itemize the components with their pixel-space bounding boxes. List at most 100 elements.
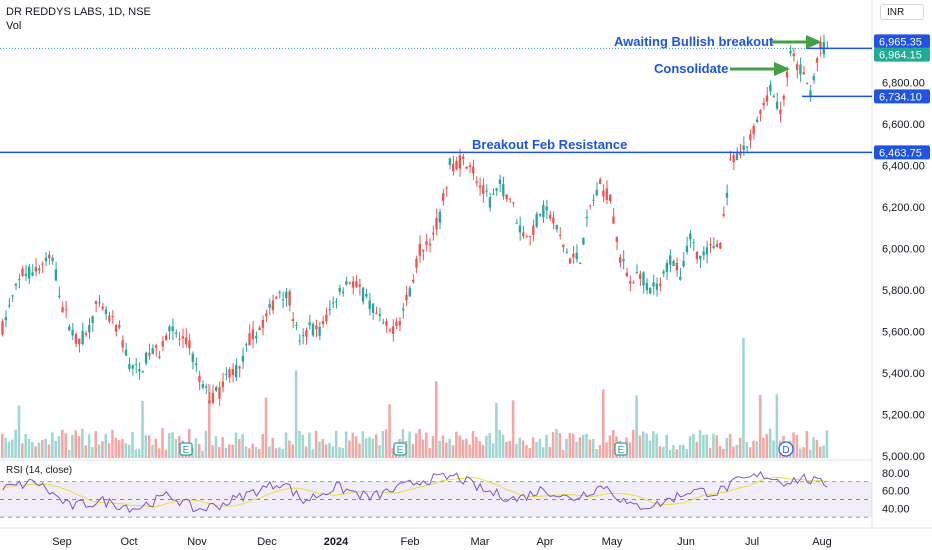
candle-body <box>649 287 652 294</box>
candle-body <box>732 155 735 163</box>
volume-bar <box>17 405 21 458</box>
volume-bar <box>455 431 458 458</box>
volume-bar <box>304 446 308 458</box>
candle-body <box>592 199 595 201</box>
candle-body <box>468 165 472 168</box>
volume-bar <box>745 442 749 458</box>
volume-bar <box>792 432 795 458</box>
price-tag <box>874 145 930 160</box>
candle-body <box>638 274 642 279</box>
volume-bar <box>475 436 478 458</box>
volume-bar <box>488 433 491 458</box>
volume-bar <box>208 384 211 458</box>
volume-bar <box>565 439 568 458</box>
candle-body <box>261 319 265 328</box>
candle-body <box>98 302 101 304</box>
candle-body <box>608 194 612 202</box>
volume-bar <box>134 449 138 458</box>
candle-body <box>802 72 805 75</box>
candle-body <box>442 193 445 201</box>
candle-body <box>525 236 528 238</box>
candle-body <box>131 365 134 369</box>
candle-body <box>435 218 438 230</box>
price-tag-label: 6,965.35 <box>879 36 922 48</box>
volume-bar <box>772 440 775 458</box>
candle-body <box>535 213 538 227</box>
volume-bar <box>448 438 451 458</box>
volume-bar <box>341 447 345 458</box>
rsi-axis-label: 40.00 <box>882 503 910 515</box>
volume-bar <box>755 441 759 458</box>
candle-body <box>575 252 578 260</box>
volume-bar <box>431 436 435 458</box>
candle-body <box>669 255 672 265</box>
volume-bar <box>561 449 565 458</box>
volume-bar <box>251 443 254 458</box>
volume-bar <box>725 438 729 458</box>
candle-body <box>188 340 191 349</box>
volume-bar <box>284 432 288 458</box>
volume-bar <box>194 438 198 458</box>
candle-body <box>729 158 732 160</box>
volume-bar <box>361 431 365 458</box>
candle-body <box>28 266 31 279</box>
volume-bar <box>775 394 779 458</box>
candle-body <box>111 316 114 318</box>
candle-body <box>178 338 181 340</box>
volume-bar <box>762 437 765 458</box>
volume-bar <box>511 400 515 458</box>
chart-title: DR REDDYS LABS, 1D, NSE <box>6 6 151 18</box>
volume-bar <box>672 445 675 458</box>
volume-bar <box>121 438 124 458</box>
dividend-marker-label: D <box>782 445 789 456</box>
candle-body <box>495 188 498 192</box>
volume-bar <box>468 444 471 458</box>
candle-body <box>91 316 94 324</box>
candle-body <box>7 305 11 307</box>
volume-bar <box>645 433 648 458</box>
candle-body <box>101 306 104 309</box>
candle-body <box>1 321 4 335</box>
volume-bar <box>331 446 335 458</box>
volume-bar <box>164 449 168 458</box>
volume-bar <box>334 430 338 458</box>
volume-bar <box>471 431 475 458</box>
x-tick-label: May <box>602 536 623 548</box>
candle-body <box>452 163 455 172</box>
price-tag <box>874 34 930 49</box>
volume-bar <box>758 394 762 458</box>
candle-body <box>819 42 822 49</box>
candle-body <box>121 340 124 348</box>
candle-body <box>665 262 669 273</box>
candle-body <box>782 95 785 100</box>
candle-body <box>428 243 431 246</box>
candle-body <box>548 215 552 219</box>
candle-body <box>772 96 775 98</box>
candle-body <box>425 241 428 245</box>
candle-body <box>642 272 645 286</box>
candle-body <box>224 373 228 375</box>
candle-body <box>118 325 121 328</box>
candle-body <box>161 341 164 347</box>
volume-bar <box>655 434 658 458</box>
annotation-consolidate: Consolidate <box>654 61 728 76</box>
rsi-line <box>2 470 828 514</box>
y-tick-label: 6,000.00 <box>882 244 925 256</box>
currency-selector[interactable]: INR <box>880 4 924 20</box>
candle-body <box>695 251 699 260</box>
x-tick-label: Feb <box>401 536 420 548</box>
candle-body <box>328 309 331 311</box>
volume-bar <box>278 447 281 458</box>
candle-body <box>345 281 348 285</box>
x-tick-label: 2024 <box>324 536 349 548</box>
x-tick-label: Dec <box>257 536 277 548</box>
volume-bar <box>702 434 705 458</box>
candle-body <box>48 254 51 259</box>
volume-bar <box>344 431 348 458</box>
candle-body <box>241 355 245 362</box>
volume-bar <box>161 428 164 458</box>
candle-body <box>395 321 398 327</box>
volume-bar <box>525 445 528 458</box>
candle-body <box>154 345 158 348</box>
